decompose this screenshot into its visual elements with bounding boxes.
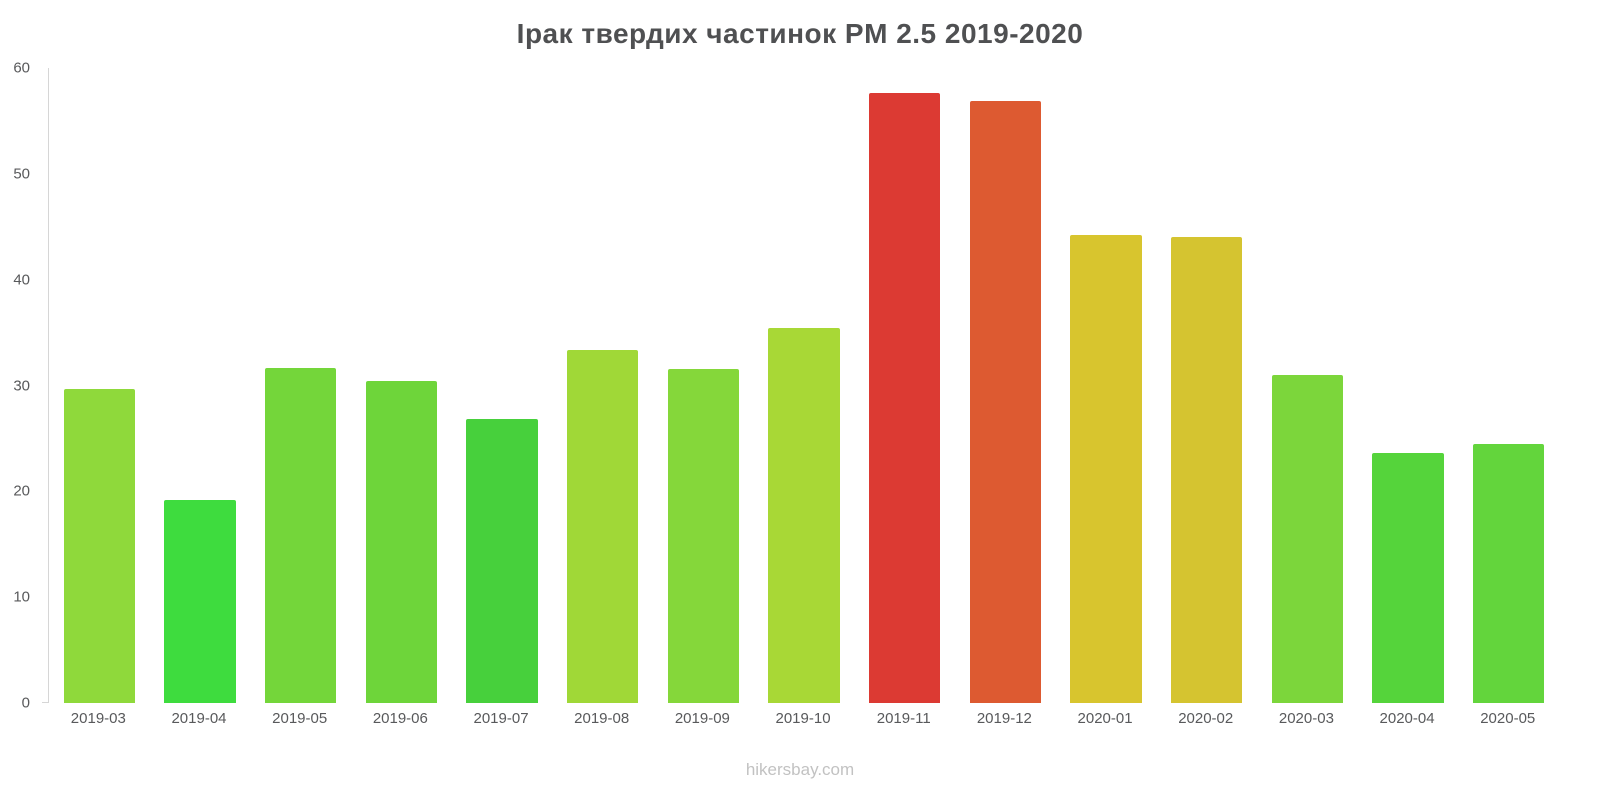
x-axis: 2019-03 2019-04 2019-05 2019-06 2019-07 2019-…: [48, 710, 1558, 727]
source-watermark: hikersbay.com: [745, 760, 855, 779]
x-tick-label: 2019-11: [876, 710, 931, 727]
bar-2020-02: [1170, 237, 1243, 703]
bar-2019-12: [969, 100, 1042, 703]
bar-2019-04: [164, 499, 236, 703]
bar-slot: [250, 68, 351, 703]
y-axis: 0 10 20 30 40 50 60: [2, 61, 38, 711]
plot-area: 0 10 20 30 40 50 60: [13, 61, 1559, 711]
x-tick-label: 2019-05: [272, 710, 328, 727]
bar-2020-04: [1372, 453, 1444, 703]
bar-slot: [49, 68, 150, 703]
bar-2020-03: [1271, 374, 1344, 703]
y-tick-label: 50: [13, 165, 30, 183]
x-tick-label: 2019-06: [372, 710, 428, 727]
bar-2020-01: [1070, 235, 1142, 703]
x-tick-label: 2020-05: [1480, 710, 1536, 727]
chart-title: Ірак твердих частинок PM 2.5 2019-2020: [516, 18, 1084, 49]
bar-2019-05: [264, 367, 337, 703]
bar-2019-10: [768, 328, 840, 703]
bar-slot: [150, 68, 251, 703]
x-tick-label: 2019-09: [674, 710, 730, 727]
y-tick-label: 0: [21, 694, 30, 712]
x-tick-label: 2019-10: [775, 710, 831, 727]
bar-slot: [1156, 68, 1257, 703]
bar-2019-06: [365, 381, 438, 703]
x-tick-label: 2020-04: [1379, 710, 1435, 727]
x-tick-label: 2019-12: [976, 710, 1032, 727]
y-tick-label: 60: [13, 59, 30, 77]
y-tick-label: 10: [13, 588, 30, 606]
bar-2019-08: [566, 349, 639, 703]
x-tick-label: 2019-07: [473, 710, 529, 727]
y-tick-label: 30: [13, 377, 30, 394]
bar-2019-11: [868, 93, 941, 703]
y-tick-label: 40: [13, 271, 30, 289]
bar-slot: [1257, 68, 1358, 703]
bar-2020-05: [1473, 443, 1545, 703]
bar-slot: [452, 68, 553, 703]
x-tick-label: 2019-08: [574, 710, 630, 727]
y-tick-label: 20: [13, 482, 30, 500]
bar-slot: [351, 68, 452, 703]
bar-slot: [1458, 68, 1559, 703]
x-tick-label: 2019-04: [171, 710, 227, 727]
bar-slot: [1358, 68, 1459, 703]
bar-slot: [1056, 68, 1157, 703]
x-tick-label: 2020-01: [1077, 710, 1133, 727]
bar-slot: [653, 68, 754, 703]
bar-2019-09: [667, 368, 740, 703]
bar-series: [49, 68, 1559, 703]
bar-slot: [754, 68, 855, 703]
x-tick-label: 2019-03: [70, 710, 126, 727]
bar-2019-07: [466, 419, 538, 703]
x-tick-label: 2020-02: [1178, 710, 1234, 727]
bar-slot: [955, 68, 1056, 703]
bar-slot: [552, 68, 653, 703]
bar-2019-03: [63, 388, 136, 703]
x-tick-label: 2020-03: [1278, 710, 1334, 727]
bar-slot: [854, 68, 955, 703]
